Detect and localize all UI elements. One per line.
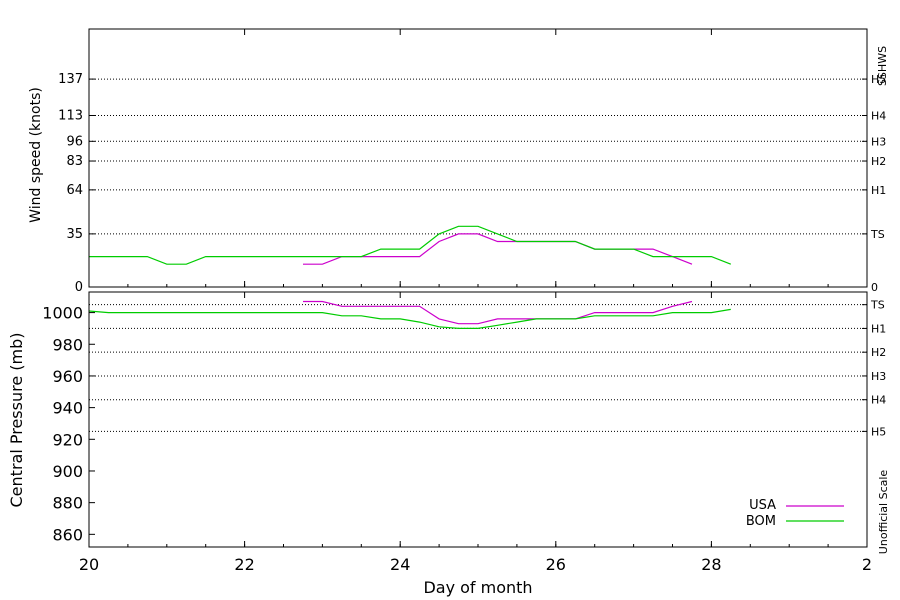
y-tick-label: 0	[75, 280, 83, 295]
category-label: TS	[870, 228, 885, 241]
category-label: H5	[871, 425, 886, 438]
legend-label-bom: BOM	[746, 514, 776, 529]
series-line-bom	[89, 225, 732, 265]
y-tick-label: 860	[52, 525, 83, 544]
pressure-category-lines	[89, 304, 867, 432]
x-tick-label: 2	[862, 555, 872, 574]
y-tick-label: 920	[52, 430, 83, 449]
y-tick-label: 96	[66, 134, 83, 149]
sshws-label: SSHWS	[876, 46, 889, 86]
category-label: H4	[871, 394, 886, 407]
x-axis-ticks: 20 22 24 26 28 2	[79, 555, 872, 574]
category-label: TS	[870, 299, 885, 312]
category-label-zero: 0	[871, 281, 878, 294]
y-tick-label: 83	[66, 154, 83, 169]
series-line-bom	[88, 308, 731, 329]
pressure-category-labels: TS H1 H2 H3 H4 H5	[870, 299, 886, 439]
wind-category-lines	[89, 78, 867, 235]
category-label: H4	[871, 110, 886, 123]
series-line-usa	[303, 300, 693, 325]
wind-y-axis-label: Wind speed (knots)	[28, 87, 44, 223]
y-tick-label: 880	[52, 494, 83, 513]
category-label: H3	[871, 135, 886, 148]
unofficial-scale-label: Unofficial Scale	[877, 470, 890, 555]
wind-plot-frame	[88, 28, 868, 288]
pressure-panel: 860 880 900 920 940 960 980 1000 TS H1 H2 H3 H4 H5 C…	[7, 291, 890, 555]
x-axis-label: Day of month	[423, 578, 532, 597]
y-tick-label: 137	[58, 72, 83, 87]
pressure-plot-frame	[88, 291, 868, 548]
category-label: H2	[871, 155, 886, 168]
x-tick-label: 20	[79, 555, 99, 574]
y-tick-label: 64	[66, 183, 83, 198]
wind-y-tick-labels: 0 35 64 83 96 113 137	[58, 29, 868, 295]
pressure-series	[88, 300, 731, 329]
x-tick-label: 22	[234, 555, 254, 574]
category-label: H1	[871, 184, 886, 197]
y-tick-label: 940	[52, 399, 83, 418]
x-tick-label: 28	[701, 555, 721, 574]
x-tick-label: 26	[546, 555, 566, 574]
wind-category-labels: TS H1 H2 H3 H4 H5 0	[870, 73, 886, 294]
pressure-y-axis-label: Central Pressure (mb)	[7, 333, 26, 508]
legend-label-usa: USA	[749, 498, 776, 513]
y-tick-label: 960	[52, 367, 83, 386]
category-label: H2	[871, 346, 886, 359]
y-tick-label: 900	[52, 462, 83, 481]
y-tick-label: 980	[52, 335, 83, 354]
category-label: H5	[871, 73, 886, 86]
category-label: H3	[871, 370, 886, 383]
wind-series	[89, 225, 732, 265]
wind-speed-panel: 0 35 64 83 96 113 137 TS H1 H2 H3 H4 H5 0 Wind speed…	[28, 28, 889, 295]
y-tick-label: 1000	[42, 304, 83, 323]
y-tick-label: 113	[58, 109, 83, 124]
y-tick-label: 35	[66, 227, 83, 242]
x-tick-label: 24	[390, 555, 410, 574]
legend: USA BOM	[746, 498, 844, 529]
category-label: H1	[871, 322, 886, 335]
